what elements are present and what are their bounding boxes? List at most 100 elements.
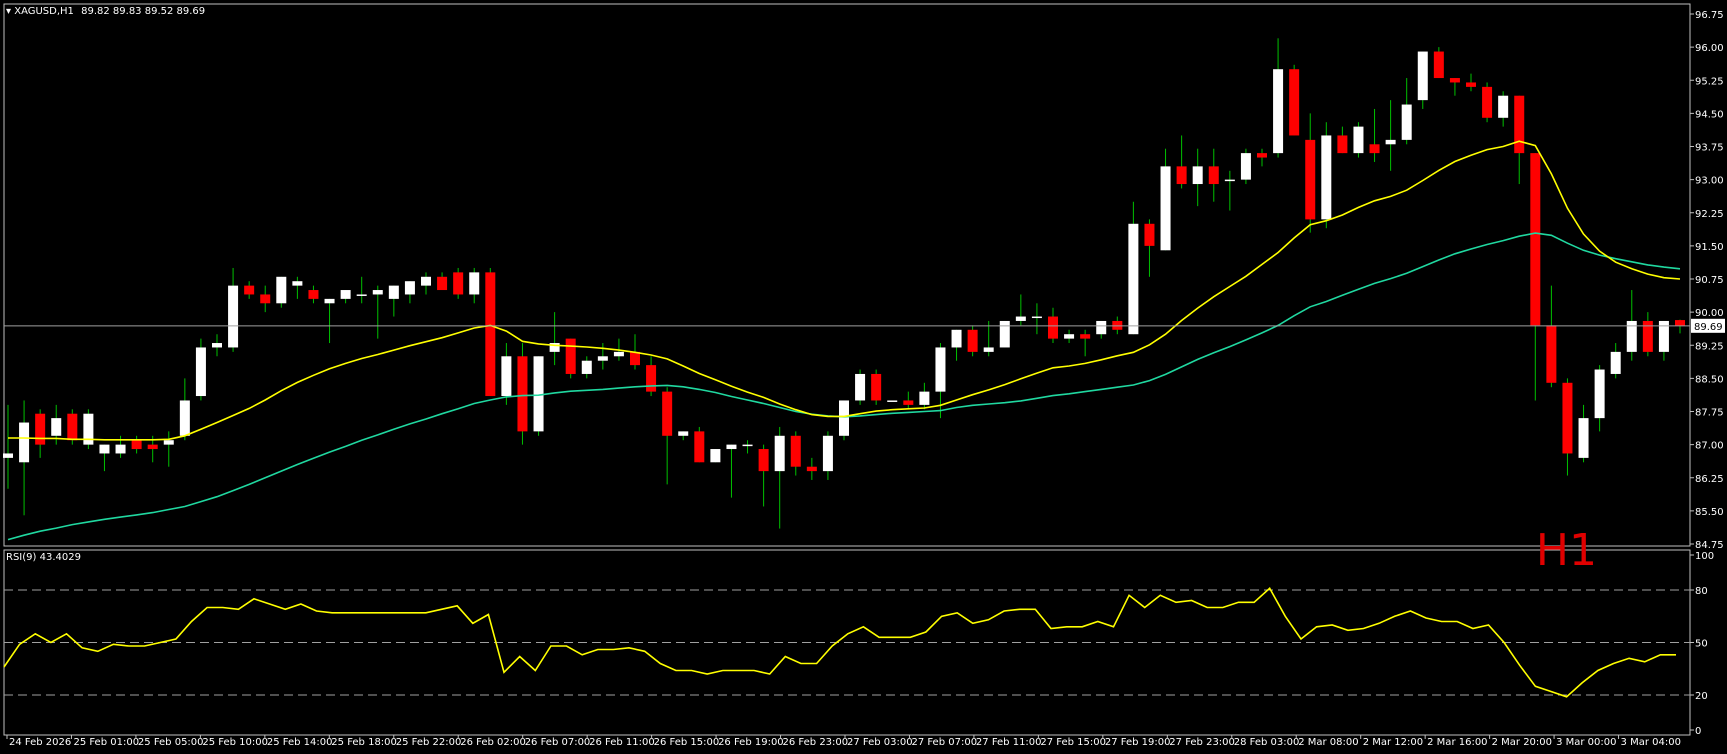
candle-body	[1401, 104, 1412, 140]
candle-body	[1192, 166, 1203, 185]
candle-body	[1466, 82, 1476, 87]
candle-body	[3, 453, 13, 458]
price-tick-label: 92.25	[1695, 209, 1724, 220]
candle-body	[1337, 135, 1348, 154]
candle-body	[51, 418, 62, 436]
candle-body	[1562, 382, 1573, 454]
candle-body	[630, 351, 640, 366]
candle-body	[388, 285, 399, 299]
candle-body	[1369, 144, 1380, 154]
time-tick-label: 26 Feb 02:00	[460, 737, 526, 748]
candle-body	[1530, 153, 1541, 326]
candle-body	[1610, 351, 1621, 374]
candle-body	[935, 347, 946, 392]
candle-body	[485, 272, 496, 397]
candle-body	[35, 413, 46, 445]
candle-body	[1064, 334, 1075, 339]
candle-body	[790, 435, 801, 467]
candle-body	[1289, 69, 1300, 136]
dropdown-arrow-icon[interactable]: ▾	[6, 6, 12, 17]
candle-body	[437, 276, 448, 291]
time-tick-label: 27 Feb 07:00	[911, 737, 977, 748]
price-tick-label: 90.00	[1695, 308, 1724, 319]
time-tick-label: 2 Mar 20:00	[1492, 737, 1552, 748]
candle-body	[244, 285, 255, 295]
candle-body	[1417, 51, 1428, 101]
candle-body	[260, 294, 271, 304]
time-tick-label: 26 Feb 15:00	[654, 737, 720, 748]
candle-body	[1578, 418, 1589, 458]
rsi-header: RSI(9) 43.4029	[6, 552, 81, 563]
candle-body	[453, 272, 464, 295]
candle-body	[1594, 369, 1605, 419]
candle-body	[372, 290, 383, 295]
time-tick-label: 25 Feb 05:00	[138, 737, 204, 748]
price-tick-label: 96.75	[1695, 10, 1724, 21]
candle-body	[1015, 316, 1026, 321]
candle-body	[742, 444, 753, 447]
current-price-line: 89.69	[4, 318, 1725, 333]
candle-body	[340, 290, 351, 299]
current-price-label: 89.69	[1694, 322, 1723, 333]
time-tick-label: 26 Feb 11:00	[589, 737, 655, 748]
time-tick-label: 25 Feb 10:00	[202, 737, 268, 748]
candle-body	[131, 440, 142, 450]
candle-body	[1176, 166, 1187, 185]
candle-body	[1385, 139, 1396, 145]
candle-body	[1675, 320, 1685, 326]
time-tick-label: 27 Feb 15:00	[1040, 737, 1106, 748]
price-tick-label: 93.75	[1695, 143, 1724, 154]
candle-body	[1626, 320, 1637, 352]
rsi-line	[3, 587, 1676, 698]
candle-body	[1449, 78, 1460, 83]
ma-fast-line	[8, 140, 1681, 441]
candle-body	[822, 435, 833, 472]
candle-body	[806, 466, 817, 472]
price-tick-label: 87.00	[1695, 441, 1724, 452]
candle-body	[83, 413, 94, 445]
candle-body	[501, 356, 512, 397]
candle-body	[195, 347, 206, 397]
time-tick-label: 27 Feb 03:00	[847, 737, 913, 748]
candle-body	[662, 391, 673, 436]
candle-body	[1273, 69, 1284, 154]
candle-body	[774, 435, 785, 472]
candle-body	[581, 360, 592, 374]
time-tick-label: 27 Feb 19:00	[1105, 737, 1171, 748]
candle-body	[1096, 320, 1107, 335]
candle-body	[855, 373, 866, 401]
candle-body	[292, 281, 303, 286]
candle-body	[903, 400, 914, 405]
candle-body	[710, 449, 721, 463]
price-tick-label: 87.75	[1695, 408, 1724, 419]
candle-body	[1353, 126, 1364, 154]
time-tick-label: 28 Feb 03:00	[1234, 737, 1300, 748]
candle-body	[999, 320, 1010, 348]
candle-body	[1482, 86, 1493, 118]
price-tick-label: 89.25	[1695, 341, 1724, 352]
price-tick-label: 84.75	[1695, 540, 1724, 551]
candle-body	[1642, 320, 1653, 352]
candle-body	[1433, 51, 1444, 79]
candle-body	[421, 276, 431, 286]
candle-body	[212, 343, 222, 348]
rsi-tick-label: 0	[1695, 726, 1701, 737]
chart-frame	[3, 3, 1691, 736]
time-tick-label: 26 Feb 19:00	[718, 737, 784, 748]
candle-body	[1514, 95, 1525, 154]
candle-body	[1048, 316, 1058, 339]
rsi-tick-label: 100	[1695, 551, 1714, 562]
candle-body	[147, 444, 158, 450]
rsi-tick-label: 20	[1695, 691, 1708, 702]
chart-header[interactable]: ▾ XAGUSD,H1 89.82 89.83 89.52 89.69	[6, 6, 205, 17]
candle-body	[726, 444, 737, 450]
candle-body	[1144, 223, 1155, 246]
candle-body	[1257, 153, 1267, 158]
candle-body	[67, 413, 78, 441]
time-tick-label: 27 Feb 23:00	[1169, 737, 1235, 748]
candle-body	[646, 365, 657, 392]
candle-body	[356, 294, 367, 296]
time-tick-label: 25 Feb 18:00	[331, 737, 397, 748]
symbol-label: XAGUSD,H1	[14, 6, 74, 17]
